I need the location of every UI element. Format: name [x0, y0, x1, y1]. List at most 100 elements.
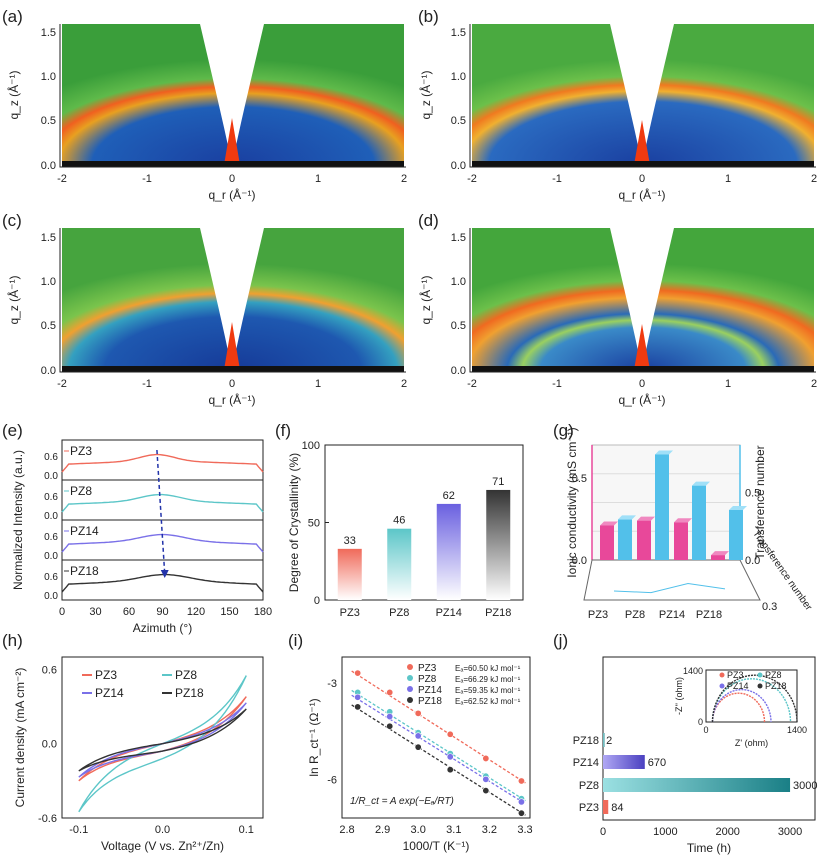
transfer-bar-pz8: [655, 454, 669, 560]
bar-value-label: 33: [344, 535, 356, 547]
y-tick: 0.6: [44, 572, 58, 583]
y-tick: 0.6: [42, 664, 57, 676]
gixd-xtick: 0: [229, 378, 235, 390]
series-label: PZ8: [70, 484, 92, 498]
legend-label: PZ8: [175, 668, 197, 682]
crystallinity-bar-pz18: [486, 489, 511, 600]
x-tick: PZ3: [588, 609, 608, 621]
cv-chart: PZ3 PZ8 PZ14 PZ18 -0.1 0.0 0.1 -0.6 0.0 0.6 Voltag…: [13, 656, 264, 853]
y-tick: 0.0: [44, 591, 58, 602]
y-axis-label: ln R_ct⁻¹ (Ω⁻¹): [307, 698, 321, 776]
y-tick: 0.0: [42, 739, 57, 751]
gixd-xtick: 2: [811, 378, 817, 390]
data-point-pz3: [517, 777, 525, 785]
gixd-map-b: [472, 24, 814, 165]
x-tick: PZ18: [696, 609, 722, 621]
panel-label-a: (a): [2, 7, 23, 26]
y-tick-left: 0.0: [572, 555, 587, 567]
bar-value-label: 71: [492, 476, 504, 488]
x-axis-label: 1000/T (K⁻¹): [403, 839, 470, 853]
gixd-beamstop-a: [224, 118, 240, 165]
data-point-pz3: [354, 669, 362, 677]
transfer-bar-top: [729, 505, 747, 510]
nyquist-arc-pz18: [711, 674, 798, 723]
inset-x-label: Z' (ohm): [735, 738, 768, 748]
gixd-ytick: 0.5: [41, 115, 56, 127]
gixd-xtick: -2: [467, 378, 477, 390]
y-category-label: PZ18: [573, 735, 599, 747]
gixd-panel-a: (a) -2 -1 0 1 2 0.0 0.5 1.0 1.5 q_r (Å⁻¹…: [2, 7, 407, 202]
y-tick: 50: [308, 518, 320, 530]
inset-y-tick: 0: [698, 717, 703, 727]
x-tick: 0: [600, 826, 606, 838]
transfer-bar-top: [692, 481, 710, 486]
gixd-yticks-b: 0.0 0.5 1.0 1.5: [451, 27, 466, 172]
gixd-axes-b: [469, 24, 816, 168]
panel-label-f: (f): [275, 421, 291, 440]
gixd-horizon-d: [472, 366, 814, 372]
gixd-ylabel-d: q_z (Å⁻¹): [418, 275, 433, 324]
crystallinity-bar-pz14: [436, 503, 461, 600]
x-tick: 2.8: [339, 824, 354, 836]
inset-x-tick: 1400: [787, 725, 807, 735]
y-tick-right: 0.0: [745, 555, 760, 567]
activation-energy-label: Eₐ=66.29 kJ mol⁻¹: [455, 675, 521, 684]
gixd-xtick: -2: [57, 173, 67, 185]
inset-legend-marker: [719, 672, 725, 678]
data-point-pz3: [414, 709, 422, 717]
panel-label-e: (e): [2, 421, 23, 440]
transfer-bar-top: [618, 515, 636, 520]
gixd-axes-a: [59, 24, 406, 168]
legend-label: PZ18: [175, 686, 204, 700]
arrhenius-formula: 1/R_ct = A exp(−Eₐ/RT): [350, 796, 454, 807]
panel-label-c: (c): [2, 211, 22, 230]
gixd-yticks-d: 0.0 0.5 1.0 1.5: [451, 232, 466, 377]
data-point-pz14: [482, 775, 490, 783]
gixd-xtick: 2: [811, 173, 817, 185]
legend-label: PZ14: [95, 686, 124, 700]
gixd-ytick: 1.0: [451, 71, 466, 83]
y-tick: 0.6: [44, 532, 58, 543]
gixd-xtick: -2: [57, 378, 67, 390]
gixd-beamstop-d: [634, 324, 650, 370]
data-point-pz3: [482, 754, 490, 762]
gixd-xticks-c: -2 -1 0 1 2: [57, 378, 407, 390]
gixd-xtick: 0: [639, 378, 645, 390]
gixd-panel-d: (d) -2 -1 0 1 2 0.0 0.5 1.0 1.5 q_r (Å⁻¹…: [418, 211, 817, 407]
bar-value-label: 670: [648, 757, 666, 769]
gixd-ytick: 0.0: [41, 160, 56, 172]
gixd-xtick: 1: [725, 173, 731, 185]
gixd-xtick: -1: [142, 173, 152, 185]
y-tick-right: 0.5: [745, 487, 760, 499]
plot-frame: [61, 656, 264, 819]
ionic-bar-pz8: [637, 520, 651, 560]
time-bar-pz8: [603, 778, 791, 792]
y-tick: 0.6: [44, 492, 58, 503]
time-bar-pz14: [603, 755, 645, 769]
data-point-pz14: [446, 753, 454, 761]
inset-y-label: -Z'' (ohm): [674, 677, 684, 715]
y-axis-label: Current density (mA cm⁻²): [13, 668, 27, 808]
x-tick: PZ18: [485, 607, 511, 619]
series-label: PZ14: [70, 524, 99, 538]
gixd-beamstop-c: [224, 322, 240, 370]
gixd-horizon-c: [62, 366, 404, 372]
legend-marker: [407, 697, 413, 703]
depth-line: [613, 582, 726, 594]
ionic-bar-top: [600, 521, 618, 526]
x-tick: 2000: [715, 826, 739, 838]
gixd-xtick: 1: [315, 378, 321, 390]
series-label: PZ3: [70, 444, 92, 458]
panel-label-h: (h): [2, 631, 23, 650]
inset-legend-marker: [757, 683, 763, 689]
intensity-line-pz18: [61, 573, 264, 593]
data-point-pz18: [517, 809, 525, 817]
panel-label-j: (j): [553, 631, 568, 650]
gixd-ytick: 0.0: [451, 365, 466, 377]
gixd-xticks-b: -2 -1 0 1 2: [467, 173, 817, 185]
panel-label-b: (b): [418, 7, 439, 26]
x-tick: PZ8: [625, 609, 645, 621]
x-tick: PZ3: [340, 607, 360, 619]
y-category-label: PZ3: [579, 802, 599, 814]
x-tick: 0.0: [155, 824, 170, 836]
